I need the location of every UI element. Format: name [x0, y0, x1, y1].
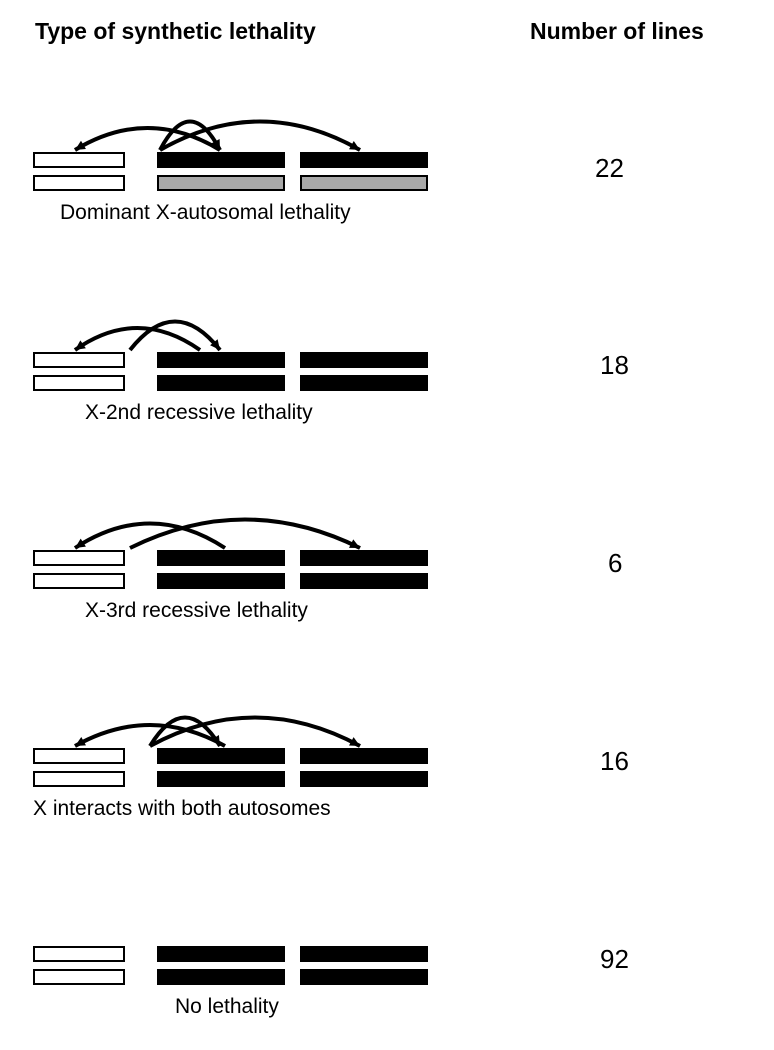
chromosome-bar [33, 550, 125, 566]
chromosome-bar [33, 375, 125, 391]
row-number: 16 [600, 746, 629, 777]
chromosome-bar [33, 152, 125, 168]
interaction-arrows [0, 76, 460, 156]
chromosome-bar [300, 573, 428, 589]
row-caption: No lethality [175, 995, 279, 1019]
chromosome-bar [300, 969, 428, 985]
chromosome-bar [300, 748, 428, 764]
chromosome-bar [33, 352, 125, 368]
chromosome-bar [157, 748, 285, 764]
chromosome-bar [33, 969, 125, 985]
row-number: 18 [600, 350, 629, 381]
row-caption: X interacts with both autosomes [33, 797, 331, 821]
chromosome-bar [300, 771, 428, 787]
row-number: 22 [595, 153, 624, 184]
chromosome-bar [157, 375, 285, 391]
row-number: 6 [608, 548, 622, 579]
chromosome-bar [300, 550, 428, 566]
chromosome-bar [300, 352, 428, 368]
chromosome-bar [33, 946, 125, 962]
header-type: Type of synthetic lethality [35, 18, 316, 45]
interaction-arrows [0, 672, 460, 752]
row-caption: Dominant X-autosomal lethality [60, 201, 351, 225]
chromosome-bar [157, 550, 285, 566]
header-number: Number of lines [530, 18, 704, 45]
chromosome-bar [300, 152, 428, 168]
row-caption: X-2nd recessive lethality [85, 401, 313, 425]
chromosome-bar [300, 946, 428, 962]
chromosome-bar [157, 352, 285, 368]
interaction-arrows [0, 276, 460, 356]
chromosome-bar [157, 946, 285, 962]
interaction-arrows [0, 474, 460, 554]
chromosome-bar [33, 175, 125, 191]
chromosome-bar [300, 175, 428, 191]
chromosome-bar [157, 175, 285, 191]
chromosome-bar [33, 748, 125, 764]
chromosome-bar [33, 771, 125, 787]
row-caption: X-3rd recessive lethality [85, 599, 308, 623]
row-number: 92 [600, 944, 629, 975]
chromosome-bar [300, 375, 428, 391]
chromosome-bar [157, 771, 285, 787]
chromosome-bar [157, 573, 285, 589]
chromosome-bar [157, 969, 285, 985]
chromosome-bar [157, 152, 285, 168]
chromosome-bar [33, 573, 125, 589]
